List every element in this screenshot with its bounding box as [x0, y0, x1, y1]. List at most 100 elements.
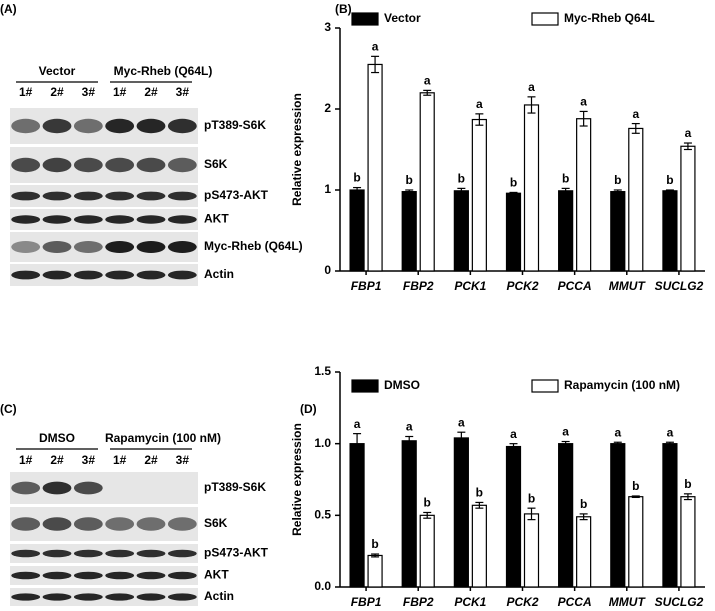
significance-label: b: [580, 497, 587, 511]
bar: [576, 516, 592, 588]
blot-band: [42, 157, 72, 173]
legend-label: Myc-Rheb Q64L: [564, 11, 655, 25]
band-label: pS473-AKT: [204, 546, 269, 560]
blot-band: [73, 481, 103, 495]
blot-band: [167, 241, 197, 253]
group-label: Myc-Rheb (Q64L): [114, 64, 213, 78]
band-label: AKT: [204, 568, 229, 582]
blot-band: [11, 517, 41, 531]
lane-label: 3#: [176, 85, 190, 99]
x-tick-label: MMUT: [609, 595, 647, 609]
blot-band: [136, 215, 166, 224]
significance-label: b: [562, 172, 569, 186]
legend-swatch: [531, 379, 559, 393]
blot-band: [136, 549, 166, 558]
blot-band: [42, 215, 72, 224]
blot-band: [167, 191, 197, 201]
x-tick-label: PCK2: [506, 595, 538, 609]
lane-label: 1#: [113, 453, 127, 467]
band-label: AKT: [204, 212, 229, 226]
x-tick-label: PCK1: [454, 279, 486, 293]
band-label: pT389-S6K: [204, 480, 266, 494]
blot-band: [105, 118, 135, 134]
error-bar: [457, 431, 466, 445]
legend-swatch: [351, 379, 379, 393]
error-bar: [509, 443, 518, 450]
blot-band: [105, 593, 135, 601]
blot-strip: [10, 232, 198, 262]
lane-label: 1#: [113, 85, 127, 99]
lane-label: 2#: [144, 85, 158, 99]
bar: [662, 190, 678, 272]
bar: [367, 63, 383, 272]
significance-label: b: [528, 491, 535, 505]
significance-label: a: [406, 420, 413, 434]
legend-swatch: [531, 12, 559, 26]
blot-band: [11, 270, 41, 280]
error-bar: [527, 507, 536, 521]
blot-band: [11, 191, 41, 201]
blot-band: [105, 571, 135, 580]
bar: [453, 437, 469, 588]
blot-band: [73, 549, 103, 558]
blot-strip: [10, 544, 198, 563]
significance-label: a: [562, 425, 569, 439]
significance-label: b: [614, 173, 621, 187]
blot-band: [11, 118, 41, 134]
blot-band: [167, 118, 197, 134]
band-label: Actin: [204, 589, 234, 603]
error-bar: [665, 189, 674, 193]
blot-band: [73, 157, 103, 173]
blot-band: [105, 517, 135, 531]
significance-label: a: [510, 427, 517, 441]
blot-band: [11, 549, 41, 558]
blot-band: [105, 549, 135, 558]
bar: [628, 496, 644, 588]
panel-label: (A): [0, 2, 17, 16]
blot-band: [136, 191, 166, 201]
blot-band: [136, 517, 166, 531]
lane-label: 1#: [19, 453, 33, 467]
significance-label: b: [424, 496, 431, 510]
bar: [576, 118, 592, 272]
error-bar: [353, 186, 362, 194]
blot-band: [42, 593, 72, 601]
blot-strip: [10, 147, 198, 183]
blot-band: [42, 549, 72, 558]
bar: [471, 118, 487, 272]
significance-label: a: [354, 417, 361, 431]
significance-label: a: [424, 74, 431, 88]
blot-band: [167, 593, 197, 601]
x-tick-label: MMUT: [609, 279, 647, 293]
significance-label: b: [666, 173, 673, 187]
lane-label: 2#: [144, 453, 158, 467]
x-tick-label: FBP1: [351, 595, 382, 609]
blot-band: [42, 481, 72, 495]
blot-band: [105, 215, 135, 224]
significance-label: a: [580, 95, 587, 109]
error-bar: [579, 513, 588, 521]
blot-band: [167, 549, 197, 558]
y-tick-label: 1: [324, 182, 331, 196]
legend-label: DMSO: [384, 378, 420, 392]
blot-band: [105, 191, 135, 201]
error-bar: [423, 89, 432, 96]
error-bar: [613, 441, 622, 446]
band-label: S6K: [204, 157, 228, 171]
panel-label: (C): [0, 402, 17, 416]
blot-strip: [10, 209, 198, 230]
band-label: pS473-AKT: [204, 188, 269, 202]
bar: [401, 440, 417, 588]
bar: [610, 191, 626, 272]
blot-band: [11, 241, 41, 253]
blot-strip: [10, 264, 198, 286]
blot-band: [167, 517, 197, 531]
y-tick-label: 1.0: [314, 436, 331, 450]
significance-label: b: [458, 172, 465, 186]
x-tick-label: SUCLG2: [655, 279, 704, 293]
bar: [558, 190, 574, 272]
error-bar: [371, 55, 380, 74]
legend-swatch: [351, 12, 379, 26]
bar: [419, 92, 435, 272]
error-bar: [527, 96, 536, 114]
